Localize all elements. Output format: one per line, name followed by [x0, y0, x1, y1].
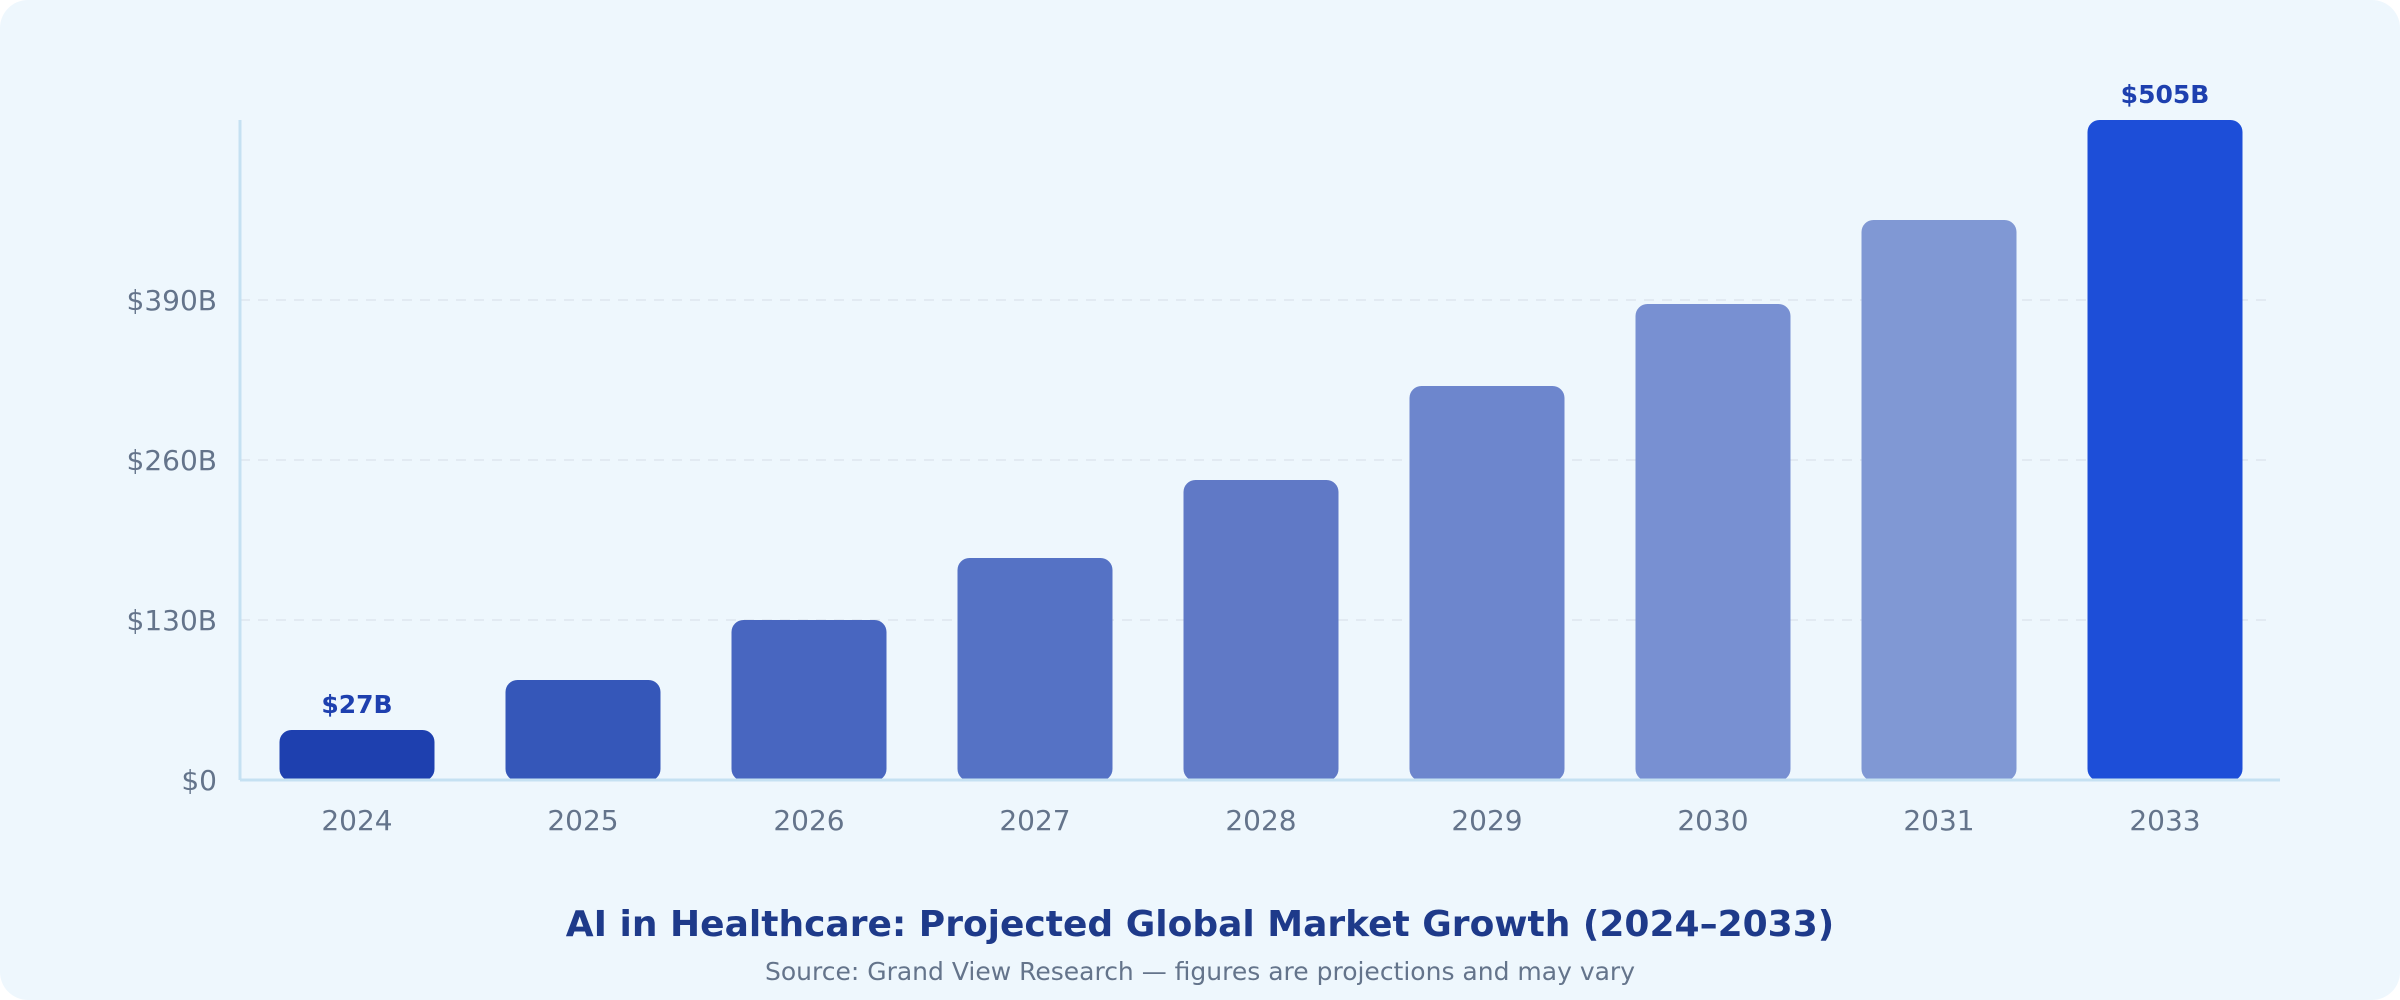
- bars: [279, 120, 2243, 781]
- x-tick-label: 2025: [547, 804, 618, 837]
- bar-2025: [505, 680, 661, 781]
- bar-2027: [957, 558, 1113, 781]
- x-tick-label: 2030: [1677, 804, 1748, 837]
- bar-2031: [1861, 220, 2017, 781]
- chart-subtitle: Source: Grand View Research — figures ar…: [765, 957, 1635, 986]
- x-tick-label: 2024: [321, 804, 392, 837]
- data-label: $505B: [2121, 80, 2210, 109]
- x-tick-labels: 2024 2025 2026 2027 2028 2029 2030 2031 2033: [321, 804, 2200, 837]
- x-tick-label: 2028: [1225, 804, 1296, 837]
- bar-2029: [1409, 386, 1565, 781]
- bar-2033: [2087, 120, 2243, 781]
- bar-2024: [279, 730, 435, 781]
- data-labels: $27B $505B: [321, 80, 2209, 719]
- x-tick-label: 2026: [773, 804, 844, 837]
- x-tick-label: 2031: [1903, 804, 1974, 837]
- y-tick-label: $260B: [127, 444, 217, 477]
- y-tick-labels: $0 $130B $260B $390B: [127, 284, 217, 797]
- y-tick-label: $0: [181, 764, 217, 797]
- data-label: $27B: [321, 690, 392, 719]
- chart-title: AI in Healthcare: Projected Global Marke…: [566, 904, 1834, 945]
- bar-2028: [1183, 480, 1339, 781]
- bar-2026: [731, 620, 887, 781]
- x-tick-label: 2029: [1451, 804, 1522, 837]
- x-tick-label: 2033: [2129, 804, 2200, 837]
- y-tick-label: $130B: [127, 604, 217, 637]
- x-tick-label: 2027: [999, 804, 1070, 837]
- y-tick-label: $390B: [127, 284, 217, 317]
- axes: [238, 120, 2280, 782]
- bar-2030: [1635, 304, 1791, 781]
